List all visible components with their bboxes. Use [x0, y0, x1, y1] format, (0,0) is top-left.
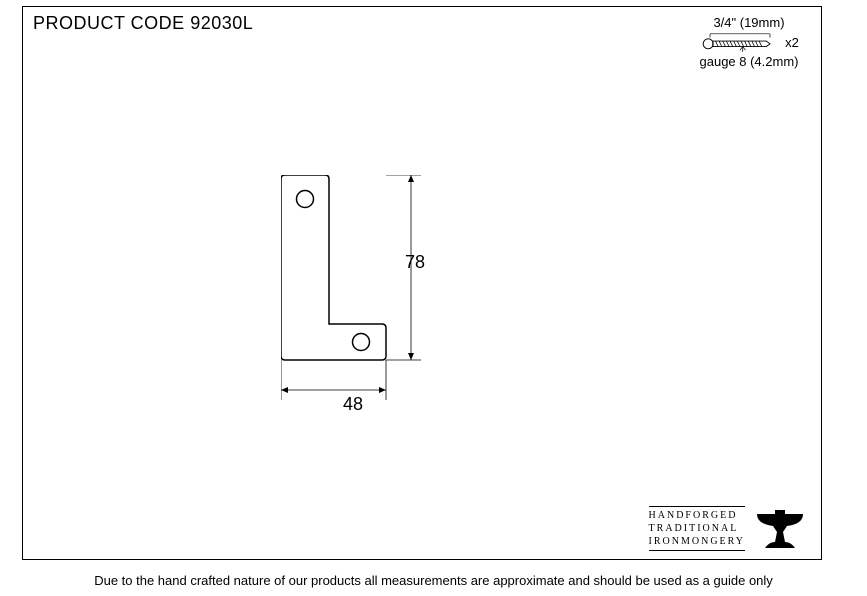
brand-line-1: HANDFORGED: [649, 509, 745, 522]
screw-length-label: 3/4" (19mm): [689, 15, 809, 30]
brand-block: HANDFORGED TRADITIONAL IRONMONGERY: [649, 506, 805, 551]
brand-text: HANDFORGED TRADITIONAL IRONMONGERY: [649, 506, 745, 551]
disclaimer-text: Due to the hand crafted nature of our pr…: [0, 573, 867, 588]
brand-line-3: IRONMONGERY: [649, 535, 745, 548]
screw-spec: 3/4" (19mm) x2 gauge 8 (4.2mm): [689, 15, 809, 69]
product-code-value: 92030L: [190, 13, 253, 33]
screw-quantity-label: x2: [785, 35, 799, 50]
screw-row: x2: [689, 32, 809, 52]
screw-icon: [699, 32, 781, 52]
anvil-logo-icon: [755, 508, 805, 550]
drawing-frame: PRODUCT CODE 92030L 3/4" (19mm) x2 gauge…: [22, 6, 822, 560]
screw-gauge-label: gauge 8 (4.2mm): [689, 54, 809, 69]
screw-hole-top: [297, 191, 314, 208]
title-prefix: PRODUCT CODE: [33, 13, 190, 33]
product-code-title: PRODUCT CODE 92030L: [33, 13, 253, 34]
brand-line-2: TRADITIONAL: [649, 522, 745, 535]
dimension-width-value: 48: [343, 394, 363, 415]
screw-hole-bottom: [353, 334, 370, 351]
dimension-height-value: 78: [405, 252, 425, 273]
part-diagram: [281, 175, 461, 435]
